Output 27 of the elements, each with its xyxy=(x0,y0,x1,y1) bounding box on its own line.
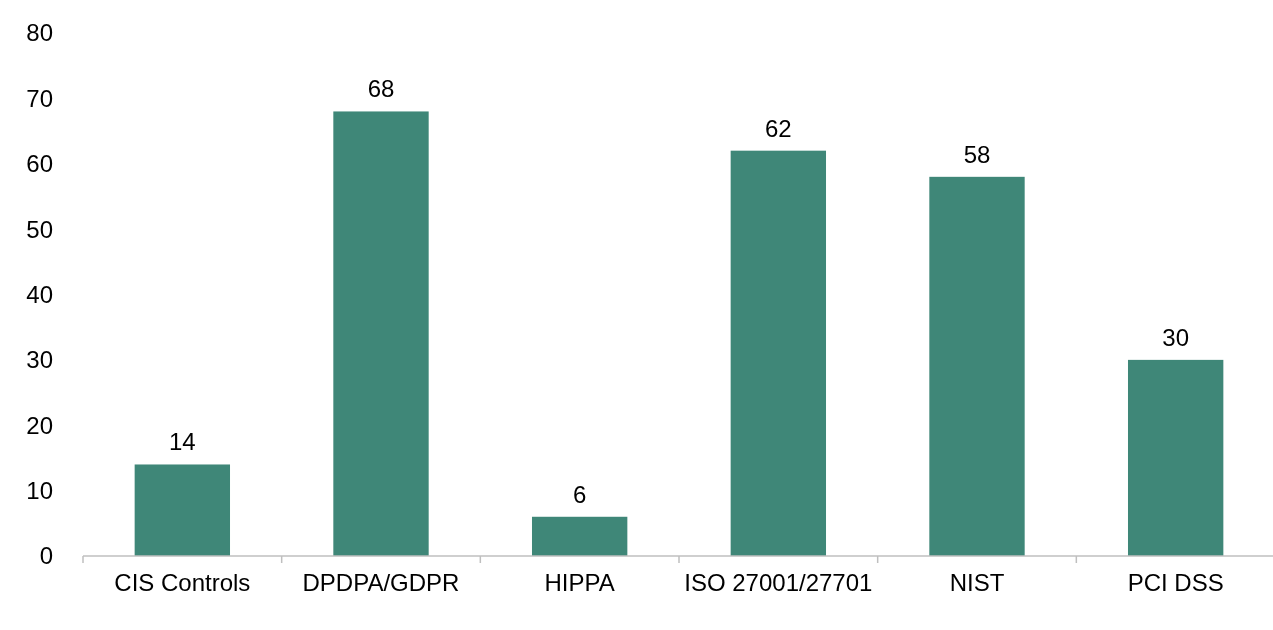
x-tick-label: HIPPA xyxy=(544,569,615,596)
y-tick-label: 20 xyxy=(26,411,53,439)
y-tick-label: 70 xyxy=(26,84,53,112)
x-tick-label: DPDPA/GDPR xyxy=(302,569,460,596)
x-tick-label: ISO 27001/27701 xyxy=(684,569,873,596)
data-label: 58 xyxy=(963,140,991,168)
bar xyxy=(929,176,1025,556)
data-label: 14 xyxy=(168,428,196,456)
y-tick-label: 50 xyxy=(26,215,53,243)
bar xyxy=(1127,359,1224,556)
y-tick-label: 80 xyxy=(26,19,53,47)
x-tick-label: CIS Controls xyxy=(114,569,251,596)
y-tick-label: 40 xyxy=(26,280,53,308)
y-tick-label: 30 xyxy=(26,346,53,374)
data-label: 30 xyxy=(1162,323,1190,351)
x-tick-label: PCI DSS xyxy=(1127,569,1224,596)
x-tick-label: NIST xyxy=(949,569,1005,596)
bar xyxy=(730,150,827,556)
data-label: 62 xyxy=(764,114,792,142)
bar xyxy=(134,464,231,556)
y-tick-label: 0 xyxy=(39,542,53,570)
y-tick-label: 10 xyxy=(26,477,53,505)
bar xyxy=(531,516,628,556)
data-label: 68 xyxy=(367,75,395,103)
y-tick-label: 60 xyxy=(26,150,53,178)
data-label: 6 xyxy=(572,480,587,508)
bar xyxy=(333,111,429,556)
